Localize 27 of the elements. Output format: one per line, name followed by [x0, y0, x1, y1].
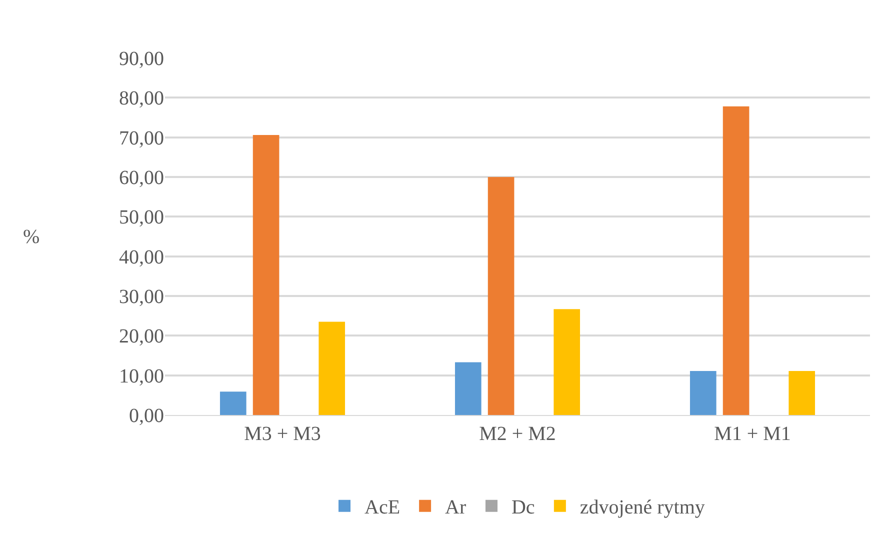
legend-label: zdvojené rytmy — [580, 496, 705, 519]
bar — [488, 177, 514, 415]
y-tick-label: 90,00 — [119, 48, 164, 70]
y-axis-title: % — [23, 226, 40, 248]
x-tick-label: M2 + M2 — [479, 423, 556, 445]
bar — [454, 362, 482, 415]
legend-label: AcE — [364, 496, 400, 519]
y-tick-label: 40,00 — [119, 246, 164, 268]
y-tick-label: 10,00 — [119, 365, 164, 388]
bar — [220, 392, 246, 415]
x-tick-label: M3 + M3 — [244, 423, 321, 445]
x-tick-label: M1 + M1 — [714, 423, 791, 445]
y-tick-label: 30,00 — [119, 286, 164, 308]
y-tick-label: 0,00 — [129, 405, 164, 427]
bar — [252, 134, 280, 415]
y-tick-label: 20,00 — [119, 326, 164, 348]
y-tick-label: 60,00 — [119, 167, 164, 189]
bar — [788, 370, 816, 415]
y-tick-label: 50,00 — [119, 206, 164, 229]
bar — [690, 370, 716, 415]
bar — [722, 106, 750, 415]
y-tick-label: 70,00 — [119, 127, 164, 150]
bar — [554, 309, 580, 415]
bar — [318, 322, 346, 415]
legend-label: Ar — [445, 496, 466, 519]
y-tick-label: 80,00 — [119, 88, 164, 110]
legend-label: Dc — [511, 496, 535, 519]
